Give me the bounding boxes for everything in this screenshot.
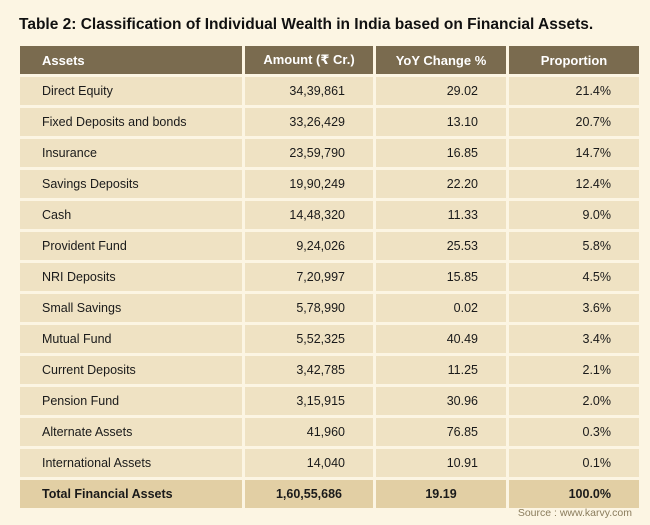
asset-name: Current Deposits (20, 356, 242, 384)
yoy-change-value: 29.02 (376, 77, 506, 105)
asset-name: Alternate Assets (20, 418, 242, 446)
amount-value: 14,48,320 (245, 201, 373, 229)
total-amount: 1,60,55,686 (245, 480, 373, 508)
asset-name: Provident Fund (20, 232, 242, 260)
table-row: Savings Deposits 19,90,249 22.20 12.4% (20, 170, 639, 198)
yoy-change-value: 11.33 (376, 201, 506, 229)
proportion-value: 12.4% (509, 170, 639, 198)
amount-value: 33,26,429 (245, 108, 373, 136)
proportion-value: 3.4% (509, 325, 639, 353)
amount-value: 23,59,790 (245, 139, 373, 167)
asset-name: Direct Equity (20, 77, 242, 105)
proportion-value: 9.0% (509, 201, 639, 229)
table-row: Mutual Fund 5,52,325 40.49 3.4% (20, 325, 639, 353)
asset-name: Pension Fund (20, 387, 242, 415)
table-row: Insurance 23,59,790 16.85 14.7% (20, 139, 639, 167)
asset-name: Fixed Deposits and bonds (20, 108, 242, 136)
amount-value: 41,960 (245, 418, 373, 446)
table-row: International Assets 14,040 10.91 0.1% (20, 449, 639, 477)
amount-value: 5,52,325 (245, 325, 373, 353)
total-yoy-change: 19.19 (376, 480, 506, 508)
table-row: Fixed Deposits and bonds 33,26,429 13.10 20… (20, 108, 639, 136)
asset-name: Mutual Fund (20, 325, 242, 353)
table-row: Provident Fund 9,24,026 25.53 5.8% (20, 232, 639, 260)
total-row: Total Financial Assets 1,60,55,686 19.19… (20, 480, 639, 508)
total-label: Total Financial Assets (20, 480, 242, 508)
amount-value: 3,42,785 (245, 356, 373, 384)
asset-name: NRI Deposits (20, 263, 242, 291)
proportion-value: 2.1% (509, 356, 639, 384)
table-row: Direct Equity 34,39,861 29.02 21.4% (20, 77, 639, 105)
table-row: Small Savings 5,78,990 0.02 3.6% (20, 294, 639, 322)
yoy-change-value: 15.85 (376, 263, 506, 291)
amount-value: 19,90,249 (245, 170, 373, 198)
amount-value: 34,39,861 (245, 77, 373, 105)
table-row: NRI Deposits 7,20,997 15.85 4.5% (20, 263, 639, 291)
table-row: Pension Fund 3,15,915 30.96 2.0% (20, 387, 639, 415)
asset-name: Savings Deposits (20, 170, 242, 198)
yoy-change-value: 11.25 (376, 356, 506, 384)
column-header-assets: Assets (20, 46, 242, 74)
amount-value: 7,20,997 (245, 263, 373, 291)
asset-name: Small Savings (20, 294, 242, 322)
proportion-value: 2.0% (509, 387, 639, 415)
yoy-change-value: 22.20 (376, 170, 506, 198)
amount-value: 3,15,915 (245, 387, 373, 415)
yoy-change-value: 0.02 (376, 294, 506, 322)
yoy-change-value: 25.53 (376, 232, 506, 260)
yoy-change-value: 16.85 (376, 139, 506, 167)
wealth-table: Assets Amount (₹ Cr.) YoY Change % Propo… (17, 43, 642, 511)
column-header-yoy-change: YoY Change % (376, 46, 506, 74)
column-header-proportion: Proportion (509, 46, 639, 74)
source-note: Source : www.karvy.com (517, 507, 632, 519)
table-row: Current Deposits 3,42,785 11.25 2.1% (20, 356, 639, 384)
proportion-value: 14.7% (509, 139, 639, 167)
yoy-change-value: 10.91 (376, 449, 506, 477)
yoy-change-value: 76.85 (376, 418, 506, 446)
proportion-value: 3.6% (509, 294, 639, 322)
proportion-value: 0.3% (509, 418, 639, 446)
yoy-change-value: 40.49 (376, 325, 506, 353)
table-row: Alternate Assets 41,960 76.85 0.3% (20, 418, 639, 446)
yoy-change-value: 13.10 (376, 108, 506, 136)
asset-name: Cash (20, 201, 242, 229)
amount-value: 9,24,026 (245, 232, 373, 260)
yoy-change-value: 30.96 (376, 387, 506, 415)
table-row: Cash 14,48,320 11.33 9.0% (20, 201, 639, 229)
table-body: Direct Equity 34,39,861 29.02 21.4% Fixed De… (20, 77, 639, 477)
amount-value: 5,78,990 (245, 294, 373, 322)
proportion-value: 5.8% (509, 232, 639, 260)
proportion-value: 0.1% (509, 449, 639, 477)
table-title: Table 2: Classification of Individual We… (19, 16, 594, 33)
asset-name: International Assets (20, 449, 242, 477)
column-header-amount: Amount (₹ Cr.) (245, 46, 373, 74)
table-header-row: Assets Amount (₹ Cr.) YoY Change % Propo… (20, 46, 639, 74)
asset-name: Insurance (20, 139, 242, 167)
proportion-value: 4.5% (509, 263, 639, 291)
amount-value: 14,040 (245, 449, 373, 477)
proportion-value: 20.7% (509, 108, 639, 136)
total-proportion: 100.0% (509, 480, 639, 508)
proportion-value: 21.4% (509, 77, 639, 105)
